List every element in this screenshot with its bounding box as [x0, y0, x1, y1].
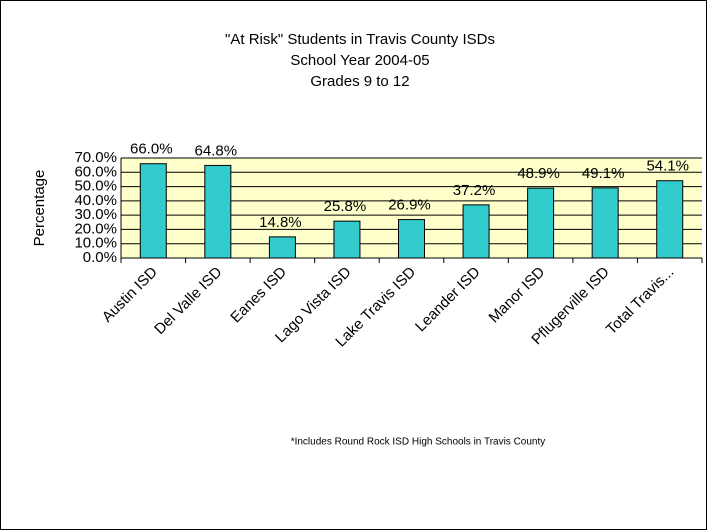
y-tick-label: 50.0%	[74, 178, 117, 195]
bar	[462, 204, 490, 259]
bar	[398, 219, 425, 259]
bar	[656, 180, 684, 259]
value-label: 37.2%	[453, 182, 496, 199]
annotation: *Includes Round Rock ISD High Schools in…	[291, 437, 546, 448]
chart-subtitle: Grades 9 to 12	[310, 73, 409, 90]
y-tick-label: 70.0%	[74, 149, 117, 166]
y-tick-label: 60.0%	[74, 163, 117, 180]
chart-title: "At Risk" Students in Travis County ISDs	[225, 31, 495, 48]
bar	[204, 164, 232, 259]
y-tick-label: 0.0%	[83, 249, 117, 266]
value-label: 64.8%	[195, 142, 238, 159]
y-tick-label: 10.0%	[74, 235, 117, 252]
bar	[591, 187, 619, 259]
bar	[527, 187, 555, 259]
bar	[139, 163, 167, 259]
y-tick-label: 30.0%	[74, 206, 117, 223]
y-axis-label: Percentage	[31, 170, 48, 247]
y-tick-label: 40.0%	[74, 192, 117, 209]
bar	[268, 236, 296, 259]
value-label: 49.1%	[582, 165, 625, 182]
value-label: 48.9%	[517, 165, 560, 182]
y-tick-label: 20.0%	[74, 220, 117, 237]
value-label: 25.8%	[324, 198, 367, 215]
bar	[333, 220, 361, 259]
chart-subtitle: School Year 2004-05	[290, 52, 429, 69]
value-label: 54.1%	[646, 158, 689, 175]
value-label: 26.9%	[388, 197, 431, 214]
value-label: 14.8%	[259, 214, 302, 231]
value-label: 66.0%	[130, 141, 173, 158]
